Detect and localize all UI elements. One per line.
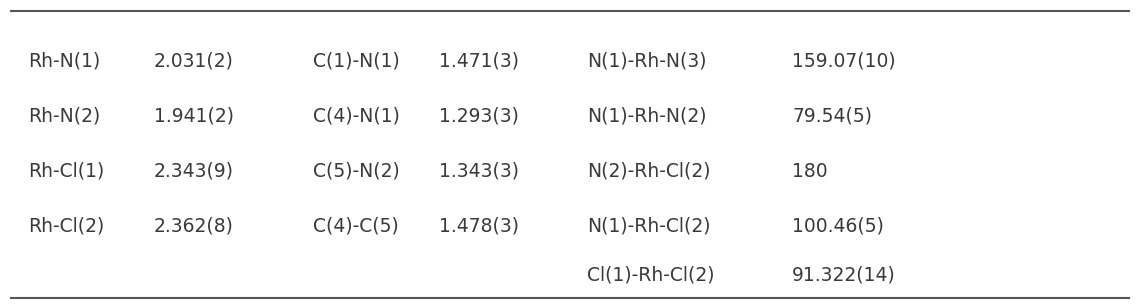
Text: 1.941(2): 1.941(2) <box>154 107 234 126</box>
Text: 159.07(10): 159.07(10) <box>792 52 896 71</box>
Text: Rh-N(1): Rh-N(1) <box>28 52 100 71</box>
Text: 79.54(5): 79.54(5) <box>792 107 872 126</box>
Text: C(4)-C(5): C(4)-C(5) <box>314 217 399 236</box>
Text: 180: 180 <box>792 162 828 181</box>
Text: N(1)-Rh-N(3): N(1)-Rh-N(3) <box>587 52 707 71</box>
Text: Rh-Cl(1): Rh-Cl(1) <box>28 162 105 181</box>
Text: 91.322(14): 91.322(14) <box>792 266 896 285</box>
Text: 2.031(2): 2.031(2) <box>154 52 234 71</box>
Text: 1.293(3): 1.293(3) <box>439 107 519 126</box>
Text: 100.46(5): 100.46(5) <box>792 217 885 236</box>
Text: C(4)-N(1): C(4)-N(1) <box>314 107 400 126</box>
Text: Cl(1)-Rh-Cl(2): Cl(1)-Rh-Cl(2) <box>587 266 715 285</box>
Text: N(1)-Rh-N(2): N(1)-Rh-N(2) <box>587 107 707 126</box>
Text: Rh-N(2): Rh-N(2) <box>28 107 100 126</box>
Text: C(5)-N(2): C(5)-N(2) <box>314 162 400 181</box>
Text: 1.478(3): 1.478(3) <box>439 217 519 236</box>
Text: N(1)-Rh-Cl(2): N(1)-Rh-Cl(2) <box>587 217 710 236</box>
Text: 2.343(9): 2.343(9) <box>154 162 234 181</box>
Text: Rh-Cl(2): Rh-Cl(2) <box>28 217 105 236</box>
Text: N(2)-Rh-Cl(2): N(2)-Rh-Cl(2) <box>587 162 710 181</box>
Text: C(1)-N(1): C(1)-N(1) <box>314 52 400 71</box>
Text: 1.471(3): 1.471(3) <box>439 52 519 71</box>
Text: 2.362(8): 2.362(8) <box>154 217 234 236</box>
Text: 1.343(3): 1.343(3) <box>439 162 519 181</box>
